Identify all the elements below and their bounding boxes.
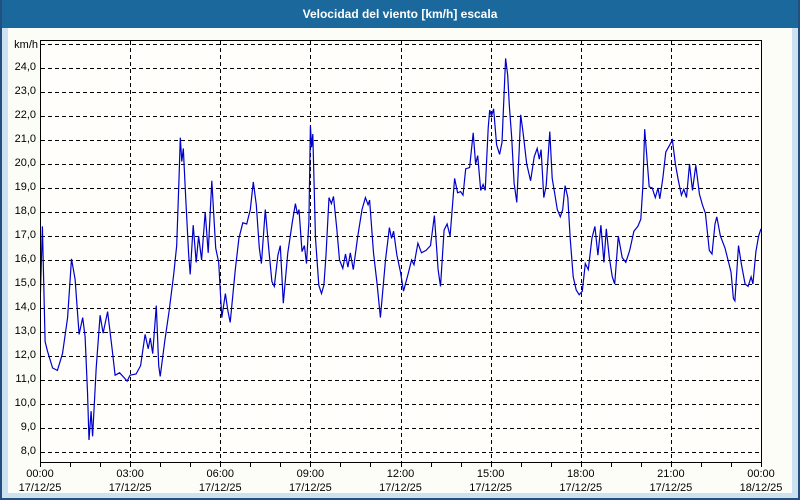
x-axis-tick bbox=[401, 463, 402, 467]
x-axis-tick bbox=[521, 463, 522, 467]
x-axis-tick bbox=[130, 463, 131, 467]
x-axis-date-label: 17/12/25 bbox=[649, 482, 693, 494]
title-bar: Velocidad del viento [km/h] escala bbox=[2, 0, 798, 28]
y-axis-unit-label: km/h bbox=[14, 39, 38, 51]
y-axis-tick-label: 9,0 bbox=[20, 421, 36, 433]
x-axis-tick bbox=[491, 463, 492, 467]
x-axis-tick bbox=[220, 463, 221, 467]
x-axis-tick bbox=[551, 463, 552, 467]
x-axis-tick bbox=[761, 463, 762, 467]
x-axis-time-label: 00:00 bbox=[747, 468, 775, 480]
x-axis-date-label: 17/12/25 bbox=[379, 482, 422, 494]
x-axis-date-label: 17/12/25 bbox=[559, 482, 603, 494]
x-axis-date-label: 17/12/25 bbox=[288, 482, 332, 494]
x-axis-time-label: 03:00 bbox=[116, 468, 144, 480]
x-axis-date-label: 17/12/25 bbox=[108, 482, 152, 494]
y-axis-tick-label: 23,0 bbox=[14, 85, 36, 97]
x-axis-tick bbox=[461, 463, 462, 467]
y-axis-tick-label: 24,0 bbox=[14, 61, 36, 73]
x-axis-tick bbox=[340, 463, 341, 467]
x-axis-tick bbox=[671, 463, 672, 467]
y-axis-tick-label: 21,0 bbox=[14, 133, 36, 145]
x-axis-tick bbox=[160, 463, 161, 467]
y-axis-tick-label: 22,0 bbox=[14, 109, 36, 121]
y-axis-tick-label: 14,0 bbox=[14, 301, 36, 313]
window-title: Velocidad del viento [km/h] escala bbox=[302, 7, 498, 21]
x-axis-tick bbox=[701, 463, 702, 467]
y-axis-tick-label: 8,0 bbox=[20, 445, 36, 457]
x-axis-tick bbox=[190, 463, 191, 467]
y-axis-tick-label: 15,0 bbox=[14, 277, 36, 289]
x-axis-tick bbox=[431, 463, 432, 467]
y-axis-tick-label: 19,0 bbox=[14, 181, 36, 193]
y-axis-tick-label: 10,0 bbox=[14, 397, 36, 409]
y-axis-tick-label: 17,0 bbox=[14, 229, 36, 241]
x-axis-tick bbox=[70, 463, 71, 467]
x-axis-tick bbox=[370, 463, 371, 467]
x-axis-date-label: 17/12/25 bbox=[18, 482, 62, 494]
x-axis-time-label: 18:00 bbox=[566, 468, 595, 480]
x-axis-tick bbox=[581, 463, 582, 467]
x-axis-time-label: 06:00 bbox=[206, 468, 235, 480]
y-axis-tick-label: 18,0 bbox=[14, 205, 36, 217]
wind-speed-series-line bbox=[41, 58, 761, 441]
x-axis-tick bbox=[40, 463, 41, 467]
x-axis-date-label: 17/12/25 bbox=[198, 482, 242, 494]
x-axis-time-label: 00:00 bbox=[26, 468, 54, 480]
x-axis-tick bbox=[731, 463, 732, 467]
x-axis-time-label: 09:00 bbox=[296, 468, 325, 480]
y-axis-tick-label: 11,0 bbox=[15, 373, 36, 385]
x-axis-time-label: 15:00 bbox=[476, 468, 505, 480]
x-axis-tick bbox=[641, 463, 642, 467]
y-axis-tick-label: 12,0 bbox=[14, 349, 36, 361]
x-axis-time-label: 21:00 bbox=[657, 468, 685, 480]
y-axis-tick-label: 20,0 bbox=[14, 157, 36, 169]
x-axis-tick bbox=[100, 463, 101, 467]
x-axis-date-label: 18/12/25 bbox=[739, 482, 783, 494]
x-axis-tick bbox=[310, 463, 311, 467]
x-axis-time-label: 12:00 bbox=[386, 468, 415, 480]
y-axis-tick-label: 13,0 bbox=[14, 325, 36, 337]
y-axis-tick-label: 16,0 bbox=[14, 253, 36, 265]
wind-speed-line-chart bbox=[41, 41, 761, 462]
x-axis-tick bbox=[250, 463, 251, 467]
plot-area bbox=[40, 40, 762, 463]
x-axis-date-label: 17/12/25 bbox=[469, 482, 513, 494]
x-axis-tick bbox=[280, 463, 281, 467]
x-axis-tick bbox=[611, 463, 612, 467]
